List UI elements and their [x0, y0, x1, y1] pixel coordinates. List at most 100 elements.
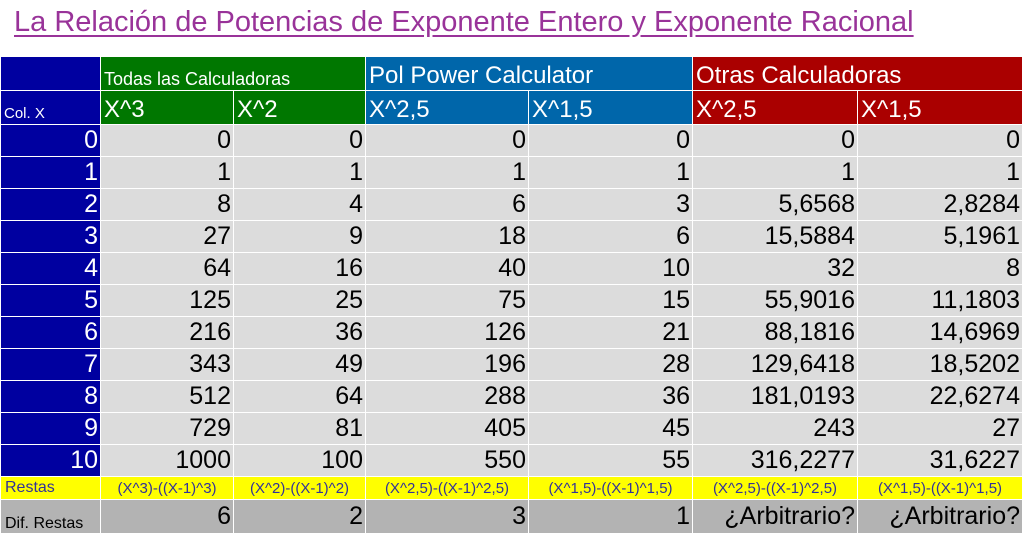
row-index-cell: 10	[0, 444, 101, 477]
restas-row: Restas (X^3)-((X-1)^3) (X^2)-((X-1)^2) (X^2…	[0, 476, 1023, 500]
table-cell: 216	[100, 316, 234, 349]
table-row: 7 343 49 196 28 129,6418 18,5202	[0, 348, 1023, 381]
table-cell: 3	[528, 188, 693, 221]
table-cell: 405	[365, 412, 529, 445]
table-cell: 1	[365, 156, 529, 189]
table-cell: 22,6274	[857, 380, 1023, 413]
table-cell: 45	[528, 412, 693, 445]
row-index-cell: 1	[0, 156, 101, 189]
table-cell: 4	[233, 188, 366, 221]
table-cell: 75	[365, 284, 529, 317]
table-cell: 28	[528, 348, 693, 381]
table-cell: 1	[233, 156, 366, 189]
restas-formula-cell: (X^3)-((X-1)^3)	[100, 476, 234, 500]
table-cell: 343	[100, 348, 234, 381]
table-row: 9 729 81 405 45 243 27	[0, 412, 1023, 445]
restas-formula-cell: (X^2,5)-((X-1)^2,5)	[692, 476, 858, 500]
row-index-cell: 4	[0, 252, 101, 285]
dif-restas-cell: 1	[528, 499, 693, 534]
powers-table: Todas las Calculadoras Pol Power Calcula…	[0, 56, 1023, 534]
row-index-cell: 2	[0, 188, 101, 221]
table-row: 4 64 16 40 10 32 8	[0, 252, 1023, 285]
table-cell: 55,9016	[692, 284, 858, 317]
table-row: 3 27 9 18 6 15,5884 5,1961	[0, 220, 1023, 253]
dif-restas-cell: 6	[100, 499, 234, 534]
group-header-otras: Otras Calculadoras	[692, 56, 1023, 91]
table-cell: 2,8284	[857, 188, 1023, 221]
table-cell: 550	[365, 444, 529, 477]
table-cell: 0	[100, 124, 234, 157]
table-cell: 31,6227	[857, 444, 1023, 477]
row-index-cell: 3	[0, 220, 101, 253]
table-cell: 129,6418	[692, 348, 858, 381]
dif-restas-row: Dif. Restas 6 2 3 1 ¿Arbitrario? ¿Arbitrario?	[0, 499, 1023, 534]
table-cell: 49	[233, 348, 366, 381]
table-cell: 9	[233, 220, 366, 253]
table-cell: 1	[857, 156, 1023, 189]
column-header: X^1,5	[857, 90, 1023, 125]
column-header: X^2,5	[692, 90, 858, 125]
table-cell: 25	[233, 284, 366, 317]
column-header: X^2	[233, 90, 366, 125]
dif-restas-cell: ¿Arbitrario?	[857, 499, 1023, 534]
table-cell: 88,1816	[692, 316, 858, 349]
dif-restas-cell: 3	[365, 499, 529, 534]
table-cell: 243	[692, 412, 858, 445]
col-x-header: Col. X	[0, 90, 101, 125]
table-cell: 125	[100, 284, 234, 317]
restas-formula-cell: (X^1,5)-((X-1)^1,5)	[857, 476, 1023, 500]
group-header-todas: Todas las Calculadoras	[100, 56, 366, 91]
table-cell: 40	[365, 252, 529, 285]
row-index-cell: 0	[0, 124, 101, 157]
table-cell: 21	[528, 316, 693, 349]
table-cell: 11,1803	[857, 284, 1023, 317]
table-cell: 64	[100, 252, 234, 285]
group-header-row: Todas las Calculadoras Pol Power Calcula…	[0, 56, 1023, 91]
page-title: La Relación de Potencias de Exponente En…	[14, 6, 914, 38]
table-cell: 196	[365, 348, 529, 381]
table-cell: 18,5202	[857, 348, 1023, 381]
dif-restas-label: Dif. Restas	[0, 499, 101, 534]
restas-formula-cell: (X^1,5)-((X-1)^1,5)	[528, 476, 693, 500]
column-header: X^3	[100, 90, 234, 125]
table-cell: 0	[528, 124, 693, 157]
table-cell: 64	[233, 380, 366, 413]
table-row: 2 8 4 6 3 5,6568 2,8284	[0, 188, 1023, 221]
table-cell: 6	[365, 188, 529, 221]
table-cell: 81	[233, 412, 366, 445]
table-cell: 14,6969	[857, 316, 1023, 349]
row-index-cell: 6	[0, 316, 101, 349]
table-cell: 181,0193	[692, 380, 858, 413]
table-row: 6 216 36 126 21 88,1816 14,6969	[0, 316, 1023, 349]
table-cell: 0	[857, 124, 1023, 157]
restas-formula-cell: (X^2)-((X-1)^2)	[233, 476, 366, 500]
table-cell: 316,2277	[692, 444, 858, 477]
column-header: X^1,5	[528, 90, 693, 125]
table-cell: 15	[528, 284, 693, 317]
table-cell: 1	[692, 156, 858, 189]
table-cell: 0	[692, 124, 858, 157]
column-header: X^2,5	[365, 90, 529, 125]
table-cell: 0	[233, 124, 366, 157]
restas-formula-cell: (X^2,5)-((X-1)^2,5)	[365, 476, 529, 500]
table-row: 5 125 25 75 15 55,9016 11,1803	[0, 284, 1023, 317]
table-cell: 729	[100, 412, 234, 445]
table-cell: 27	[857, 412, 1023, 445]
row-index-cell: 8	[0, 380, 101, 413]
table-cell: 27	[100, 220, 234, 253]
table-cell: 126	[365, 316, 529, 349]
table-cell: 288	[365, 380, 529, 413]
table-cell: 1	[100, 156, 234, 189]
table-cell: 36	[528, 380, 693, 413]
table-row: 8 512 64 288 36 181,0193 22,6274	[0, 380, 1023, 413]
dif-restas-cell: 2	[233, 499, 366, 534]
table-cell: 18	[365, 220, 529, 253]
table-cell: 8	[100, 188, 234, 221]
row-index-cell: 5	[0, 284, 101, 317]
table-cell: 0	[365, 124, 529, 157]
table-cell: 100	[233, 444, 366, 477]
table-cell: 16	[233, 252, 366, 285]
row-index-cell: 9	[0, 412, 101, 445]
